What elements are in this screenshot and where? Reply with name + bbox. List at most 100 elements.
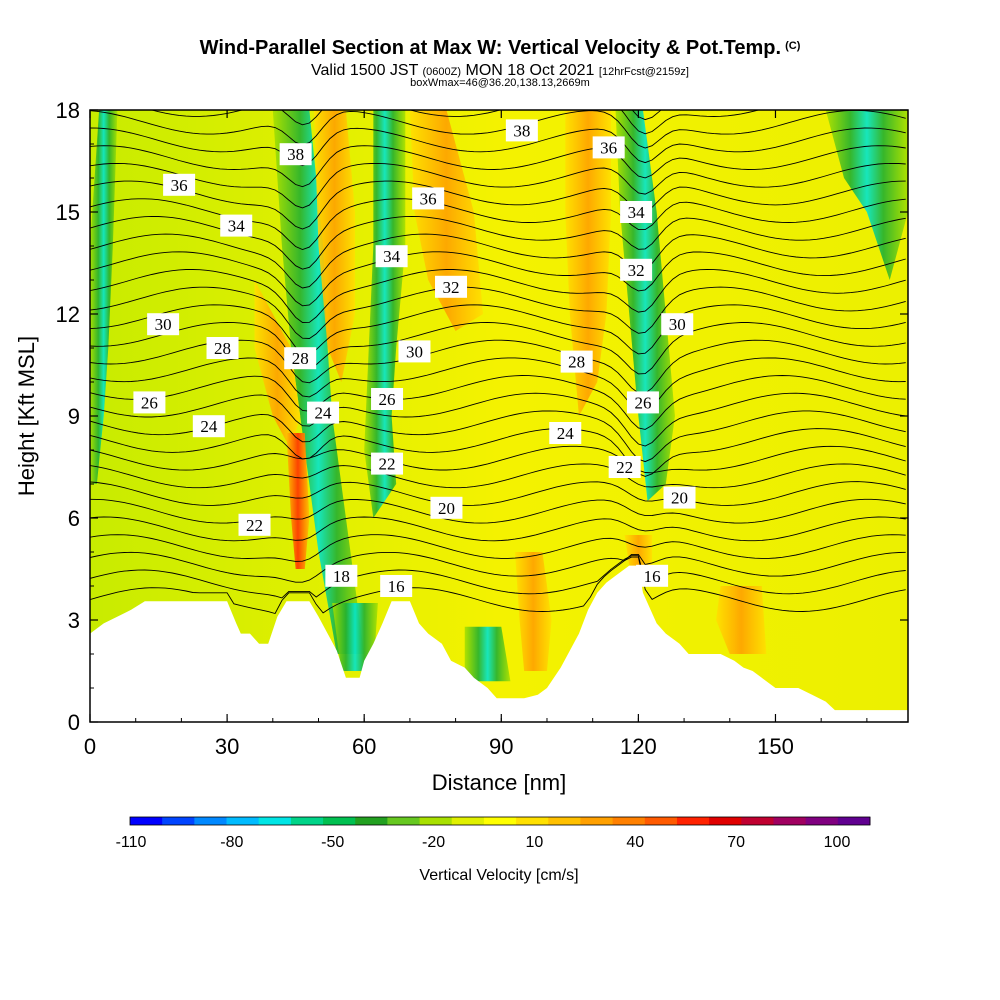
theta-label: 32 (435, 275, 468, 298)
y-tick-label: 0 (68, 710, 80, 735)
downdraft-band-edge (90, 110, 118, 484)
theta-label-text: 36 (171, 176, 188, 195)
colorbar-swatch (548, 817, 581, 825)
x-tick-label: 150 (757, 734, 794, 759)
theta-label: 38 (505, 119, 538, 142)
colorbar-tick-label: 70 (727, 834, 745, 851)
title-mark: (C) (785, 40, 801, 52)
theta-label-text: 22 (246, 516, 263, 535)
colorbar-swatch (162, 817, 195, 825)
isentrope-line (90, 428, 906, 477)
isentrope-line (90, 410, 906, 463)
theta-label: 20 (663, 486, 696, 509)
isentrope-line (90, 375, 906, 430)
isentrope-line (90, 498, 906, 524)
theta-label: 20 (430, 496, 463, 519)
theta-label: 30 (398, 340, 431, 363)
isentrope-line (90, 127, 906, 167)
theta-label: 22 (371, 452, 404, 475)
theta-label-text: 32 (628, 261, 645, 280)
x-tick-label: 60 (352, 734, 376, 759)
isentrope-line (90, 481, 906, 506)
updraft-band-4 (254, 280, 301, 450)
theta-label-text: 26 (141, 393, 158, 412)
box-info: boxWmax=46@36.20,138.13,2669m (410, 77, 590, 89)
theta-label: 34 (220, 214, 253, 237)
isentrope-line (90, 555, 906, 599)
isentrope-line (90, 357, 906, 413)
theta-label-text: 24 (315, 404, 333, 423)
isentrope-line (90, 162, 906, 209)
colorbar-swatch (773, 817, 807, 825)
downdraft-band-low (332, 603, 378, 671)
theta-label: 24 (307, 401, 340, 424)
isentrope-line (90, 145, 906, 188)
isentrope-line (90, 534, 906, 562)
colorbar-swatch (483, 817, 517, 825)
isentrope-line (90, 516, 906, 542)
theta-label-text: 22 (379, 455, 396, 474)
y-tick-label: 3 (68, 608, 80, 633)
theta-label: 36 (412, 187, 445, 210)
theta-label: 16 (380, 575, 413, 597)
colorbar-tick-label: -20 (422, 834, 445, 851)
theta-label: 22 (608, 456, 641, 478)
colorbar-tick-label: 40 (626, 834, 644, 851)
theta-label-text: 34 (383, 247, 401, 266)
theta-label-text: 20 (671, 489, 688, 508)
x-tick-label: 90 (489, 734, 513, 759)
colorbar-swatch (612, 817, 646, 825)
theta-label: 16 (636, 564, 669, 587)
theta-label-text: 26 (379, 390, 396, 409)
downdraft-band-top-right (825, 110, 908, 280)
x-axis-label: Distance [nm] (432, 770, 567, 795)
colorbar-tick-label: -110 (116, 834, 147, 851)
isentrope-line (90, 556, 906, 615)
terrain (90, 565, 908, 722)
theta-label: 28 (206, 337, 239, 359)
theta-label-text: 30 (669, 315, 686, 334)
theta-label-text: 36 (420, 189, 437, 208)
isentrope-line (90, 233, 906, 289)
colorbar-swatch (194, 817, 228, 825)
colorbar-tick-label: 100 (824, 834, 851, 851)
theta-label: 38 (279, 143, 312, 166)
y-axis-label: Height [Kft MSL] (14, 336, 39, 496)
theta-label-text: 20 (438, 499, 455, 518)
colorbar-swatch (419, 817, 453, 825)
theta-label-text: 24 (557, 424, 575, 443)
theta-label: 32 (620, 258, 653, 281)
theta-label: 30 (661, 313, 694, 336)
colorbar-swatch (323, 817, 356, 825)
theta-label-text: 24 (200, 417, 218, 436)
theta-label-text: 34 (628, 203, 646, 222)
colorbar-swatch (290, 817, 324, 825)
colorbar-swatch (580, 817, 614, 825)
theta-label-text: 26 (634, 393, 651, 412)
colorbar-tick-label: -50 (321, 834, 344, 851)
theta-label: 18 (325, 564, 358, 587)
theta-label-text: 18 (333, 567, 350, 586)
colorbar-frame (129, 816, 871, 826)
theta-label-text: 36 (600, 138, 617, 157)
theta-label-text: 34 (228, 217, 246, 236)
theta-label-text: 30 (155, 315, 172, 334)
chart-title: Wind-Parallel Section at Max W: Vertical… (199, 37, 801, 59)
y-tick-label: 18 (56, 98, 80, 123)
colorbar: -110 -80 -50 -20 10 40 70 100 (116, 816, 871, 851)
updraft-band-7 (624, 535, 653, 566)
theta-label: 26 (626, 391, 659, 414)
isentrope-line (90, 286, 906, 339)
chart-subtitle: Valid 1500 JST (0600Z) MON 18 Oct 2021 [… (311, 62, 689, 79)
colorbar-swatch (451, 817, 485, 825)
isentrope-line (90, 304, 906, 355)
colorbar-tick-label: -80 (220, 834, 243, 851)
colorbar-swatch (226, 817, 260, 825)
theta-label-text: 32 (443, 278, 460, 297)
isentrope-line (90, 463, 906, 489)
theta-label: 36 (163, 173, 196, 196)
theta-label: 28 (560, 350, 593, 373)
colorbar-swatch (130, 817, 163, 825)
theta-label-text: 22 (616, 458, 633, 477)
